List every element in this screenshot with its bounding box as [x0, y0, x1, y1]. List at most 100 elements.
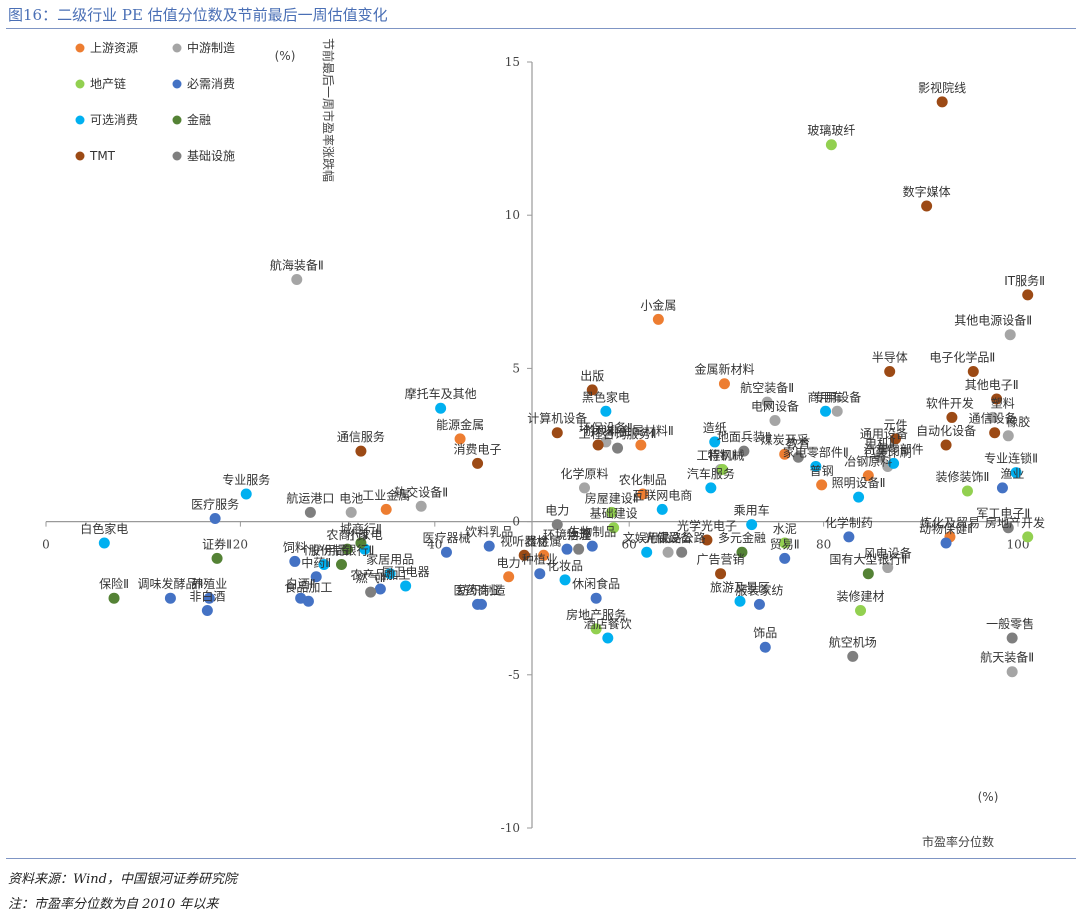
data-point	[164, 592, 176, 604]
point-label: 化学原料	[560, 466, 608, 481]
data-point	[1022, 289, 1034, 301]
point-label: 医疗服务	[191, 497, 239, 512]
data-point	[483, 540, 495, 552]
point-label: 专业服务	[222, 472, 270, 487]
data-point	[761, 396, 773, 408]
data-point	[538, 549, 550, 561]
point-label: 照明设备Ⅱ	[832, 476, 886, 490]
point-label: 食品加工	[284, 579, 332, 594]
data-point	[718, 378, 730, 390]
point-label: 航天装备Ⅱ	[980, 650, 1034, 665]
data-point	[578, 482, 590, 494]
data-point	[769, 414, 781, 426]
point-label: 种植业	[522, 552, 558, 567]
legend-label: 可选消费	[90, 113, 138, 127]
data-point	[779, 537, 791, 549]
data-point	[211, 552, 223, 564]
point-label: 贸易Ⅱ	[770, 537, 800, 551]
data-point	[662, 546, 674, 558]
point-label: 光学光电子	[677, 518, 737, 533]
point-label: 光伏设备	[644, 531, 692, 545]
data-point	[890, 433, 902, 445]
point-label: 渔业	[1000, 467, 1024, 481]
data-point	[991, 393, 1003, 405]
data-point	[989, 427, 1001, 439]
point-label: 白色家电	[80, 521, 128, 536]
point-label: 环境治理	[543, 527, 591, 542]
point-label: 航空机场	[829, 634, 877, 649]
data-point	[341, 543, 353, 555]
point-label: 视听器材	[500, 533, 548, 548]
point-label: 医疗器械	[422, 530, 470, 545]
y-axis-label: 节前最后一周市盈率涨跌幅	[321, 38, 336, 182]
data-point	[302, 595, 314, 607]
y-unit-label: (%)	[275, 49, 296, 63]
data-point	[853, 491, 865, 503]
point-label: 纺织制造	[457, 583, 505, 597]
data-point	[606, 506, 618, 518]
point-label: 塑料	[991, 395, 1015, 410]
data-point	[946, 411, 958, 423]
point-label: 家居用品	[366, 552, 414, 567]
x-unit-label: (%)	[978, 790, 999, 804]
legend-label: 必需消费	[187, 77, 235, 91]
point-label: 其他电子Ⅱ	[965, 378, 1019, 392]
data-point	[592, 439, 604, 451]
point-label: 国有大型银行Ⅱ	[829, 553, 907, 567]
data-point	[472, 457, 484, 469]
point-label: 包装印刷	[864, 445, 912, 459]
data-point	[209, 513, 221, 525]
data-point	[874, 451, 886, 463]
point-label: 炼化及贸易	[920, 515, 980, 530]
data-point	[878, 442, 890, 454]
point-label: 家电零部件Ⅱ	[783, 444, 849, 459]
point-label: 休闲食品	[572, 576, 620, 591]
data-point	[1004, 329, 1016, 341]
data-point	[816, 479, 828, 491]
legend-marker	[75, 151, 85, 161]
data-point	[291, 274, 303, 286]
point-label: 电网设备	[751, 399, 799, 413]
point-label: 电力	[497, 556, 521, 570]
point-label: 工程机械	[697, 448, 745, 463]
point-label: 农商行Ⅱ	[326, 527, 368, 542]
point-label: IT服务Ⅱ	[1004, 273, 1045, 288]
point-label: 游戏Ⅱ	[583, 424, 613, 438]
data-point	[940, 537, 952, 549]
data-point	[201, 604, 213, 616]
data-point	[98, 537, 110, 549]
point-label: 白酒Ⅱ	[286, 576, 316, 591]
point-label: 通信服务	[337, 429, 385, 444]
point-label: 自动化设备	[916, 424, 976, 438]
y-tick-label: 15	[505, 55, 520, 69]
point-label: 元件	[884, 418, 908, 432]
data-point	[1006, 666, 1018, 678]
point-label: 证券Ⅱ	[202, 536, 232, 551]
x-tick-label: 60	[622, 538, 637, 552]
data-point	[608, 522, 620, 534]
data-point	[921, 200, 933, 212]
data-point	[635, 439, 647, 451]
point-label: 计算机设备	[527, 411, 587, 426]
data-point	[108, 592, 120, 604]
point-label: 铁路公路	[658, 530, 706, 545]
point-label: 酒店餐饮	[584, 616, 632, 631]
point-label: 金属新材料	[694, 362, 754, 377]
data-point	[240, 488, 252, 500]
data-point	[612, 442, 624, 454]
data-point	[1002, 522, 1014, 534]
y-tick-label: -10	[501, 821, 520, 835]
data-point	[843, 531, 855, 543]
point-label: 软件开发	[926, 395, 974, 410]
data-point	[318, 558, 330, 570]
data-point	[561, 543, 573, 555]
x-tick-label: 40	[427, 538, 442, 552]
legend-label: 上游资源	[90, 41, 138, 55]
point-label: 乘用车	[734, 503, 770, 518]
point-label: 通信设备	[969, 412, 1017, 426]
data-point	[882, 562, 894, 574]
footnote: 注：市盈率分位数为自 2010 年以来	[8, 897, 219, 912]
data-point	[400, 580, 412, 592]
data-point	[936, 96, 948, 108]
